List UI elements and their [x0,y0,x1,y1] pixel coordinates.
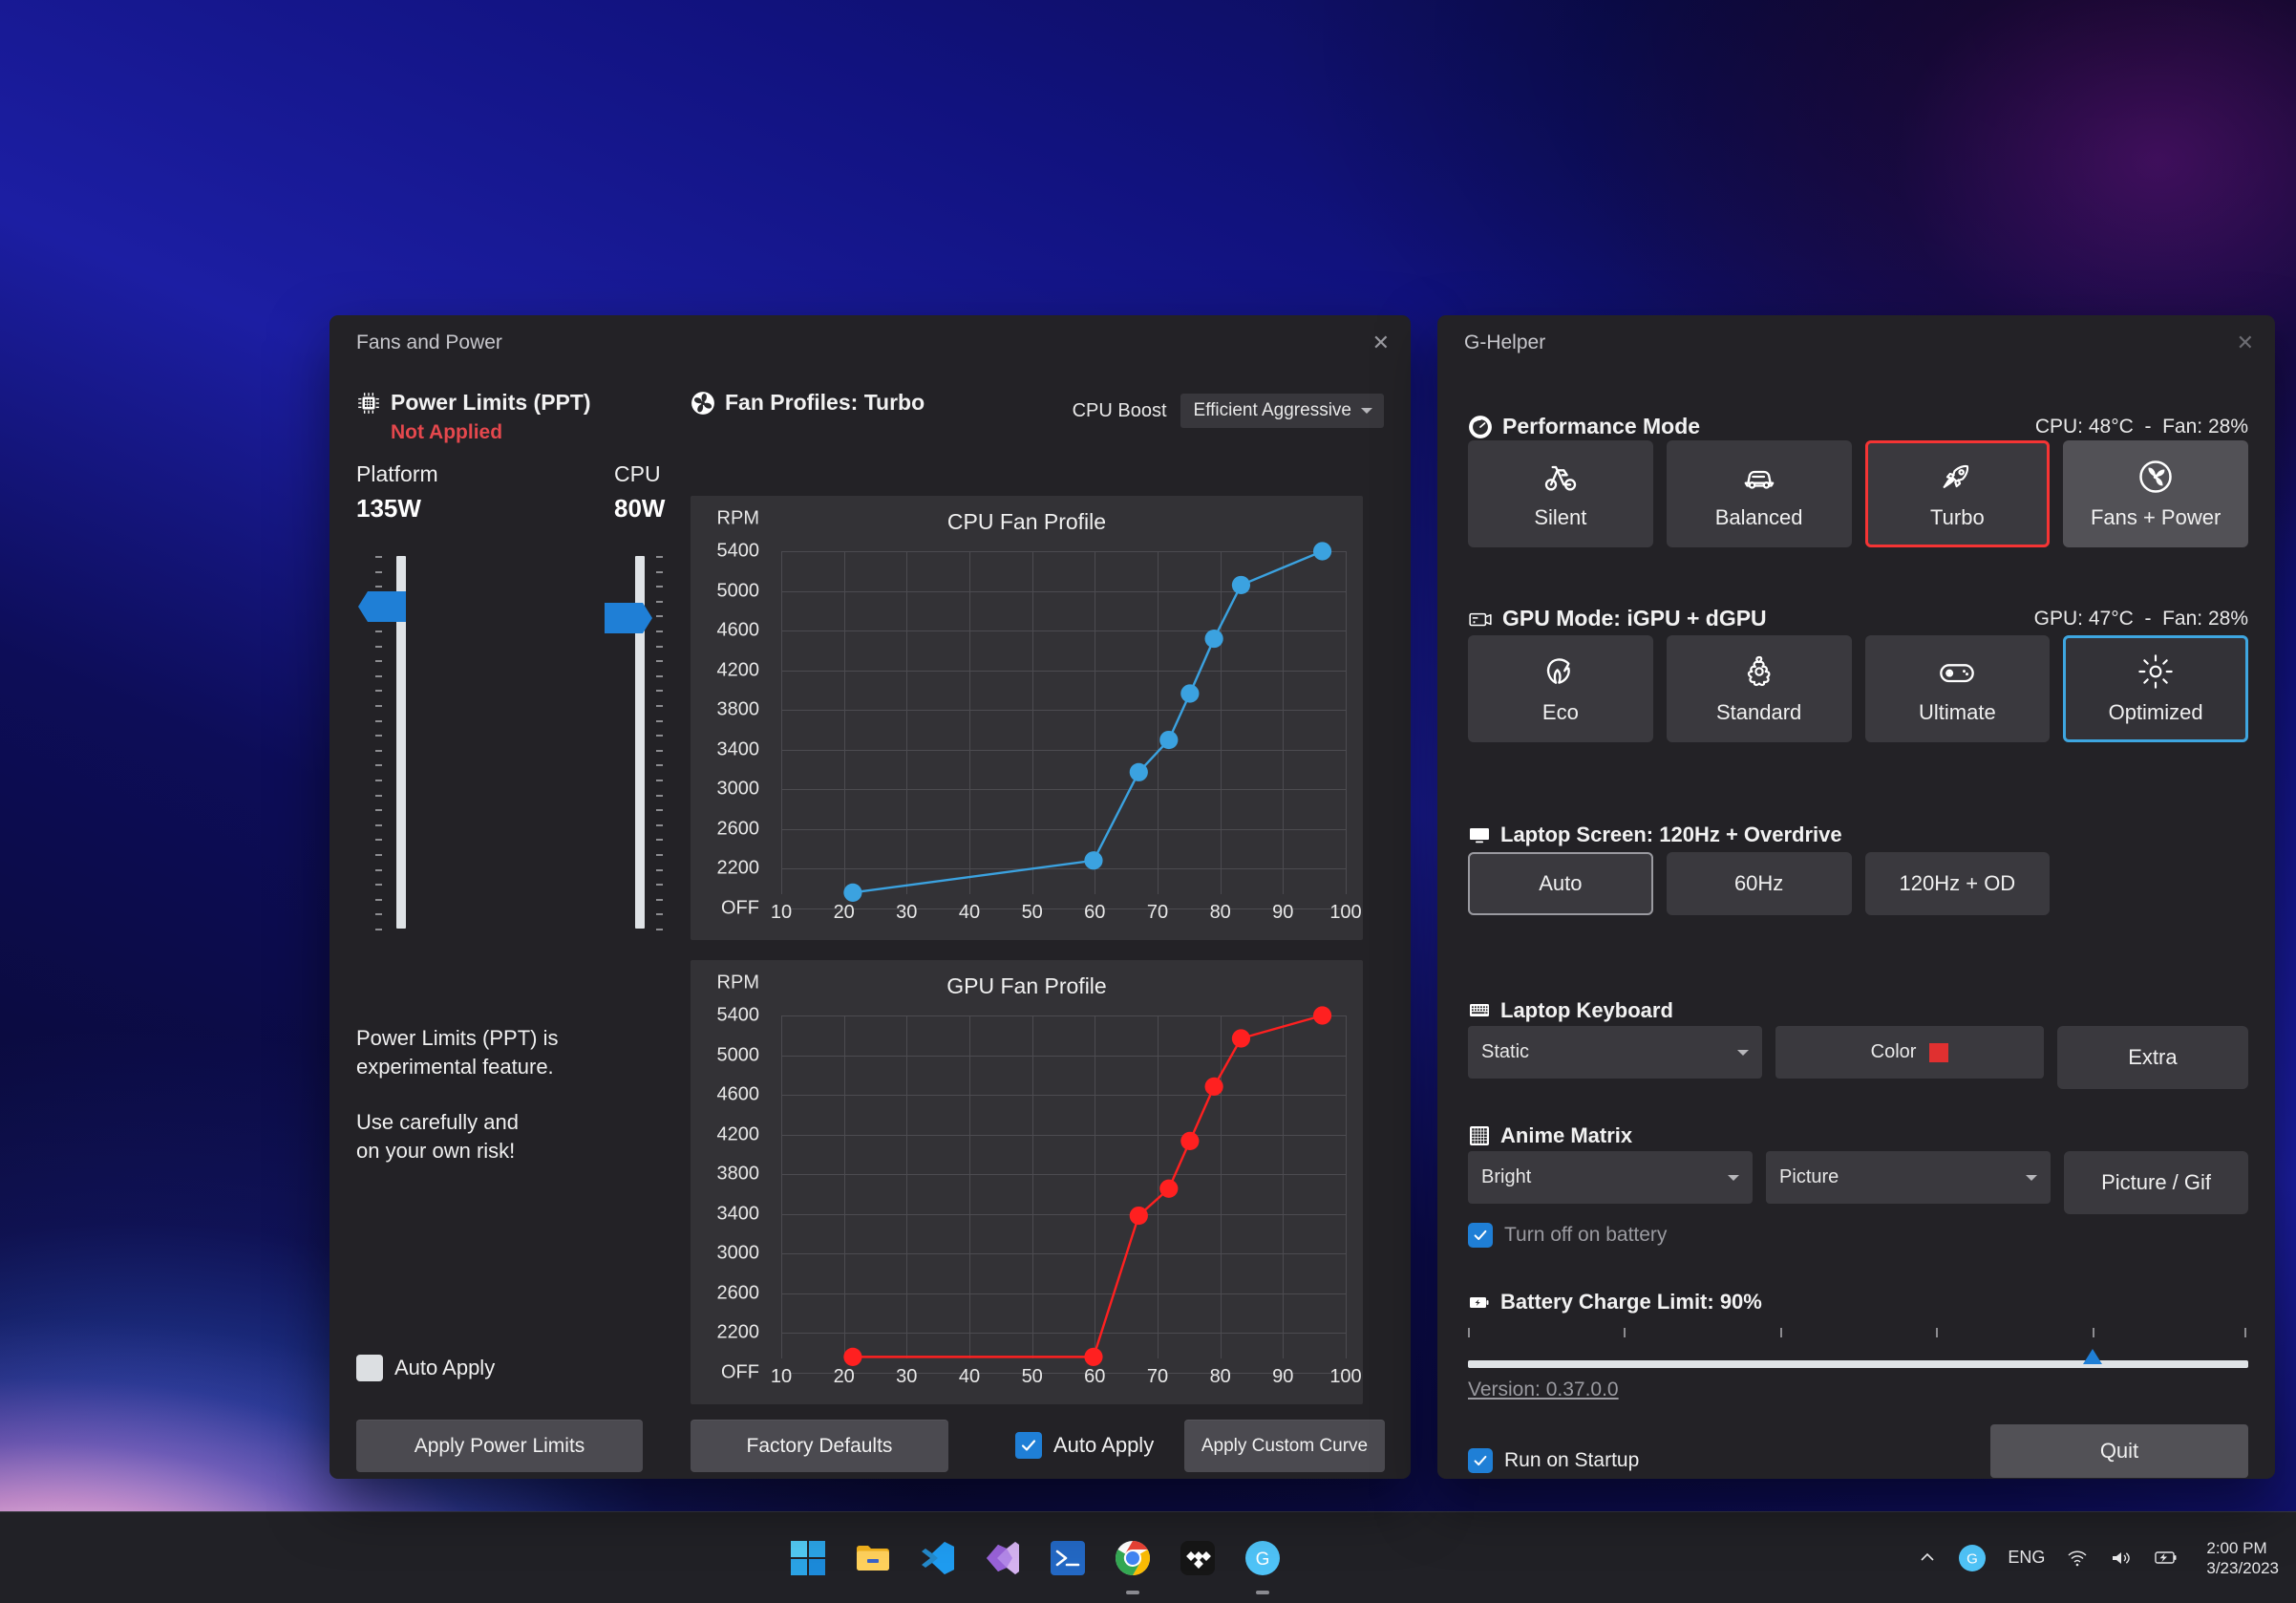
svg-text:G: G [1967,1550,1979,1567]
svg-text:G: G [1256,1550,1270,1570]
